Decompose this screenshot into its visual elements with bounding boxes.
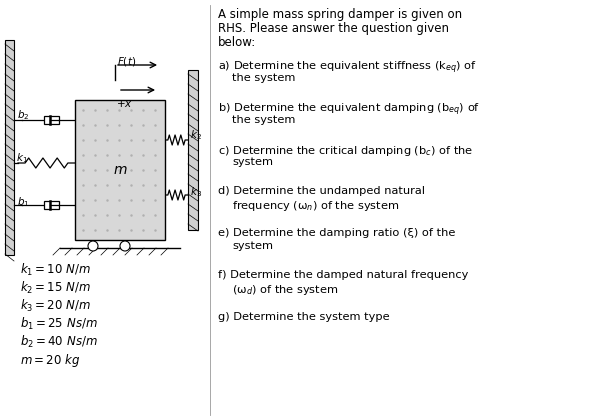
Text: system: system xyxy=(232,241,273,251)
Text: d) Determine the undamped natural: d) Determine the undamped natural xyxy=(218,186,425,196)
Bar xyxy=(75,100,165,240)
Text: $k_3 = 20\ N/m$: $k_3 = 20\ N/m$ xyxy=(20,298,91,314)
Text: b) Determine the equivalent damping (b$_{eq}$) of: b) Determine the equivalent damping (b$_… xyxy=(218,102,480,119)
Text: $k_1 = 10\ N/m$: $k_1 = 10\ N/m$ xyxy=(20,262,91,278)
Text: $m = 20\ kg$: $m = 20\ kg$ xyxy=(20,352,80,368)
Text: $+x$: $+x$ xyxy=(116,98,133,109)
Text: system: system xyxy=(232,157,273,167)
Bar xyxy=(5,40,14,255)
Text: (ω$_d$) of the system: (ω$_d$) of the system xyxy=(232,283,338,297)
Text: below:: below: xyxy=(218,36,256,49)
Bar xyxy=(188,70,198,230)
Text: $b_1 = 25\ Ns/m$: $b_1 = 25\ Ns/m$ xyxy=(20,316,97,332)
Text: $F(t)$: $F(t)$ xyxy=(117,55,136,68)
Text: a) Determine the equivalent stiffness (k$_{eq}$) of: a) Determine the equivalent stiffness (k… xyxy=(218,60,477,76)
Text: $k_3$: $k_3$ xyxy=(190,185,202,199)
Text: $b_2$: $b_2$ xyxy=(17,108,29,122)
Text: RHS. Please answer the question given: RHS. Please answer the question given xyxy=(218,22,449,35)
Text: the system: the system xyxy=(232,115,295,125)
Text: e) Determine the damping ratio (ξ) of the: e) Determine the damping ratio (ξ) of th… xyxy=(218,228,455,238)
Text: A simple mass spring damper is given on: A simple mass spring damper is given on xyxy=(218,8,462,21)
Bar xyxy=(44,201,59,209)
Circle shape xyxy=(120,241,130,251)
Text: g) Determine the system type: g) Determine the system type xyxy=(218,312,390,322)
Text: $m$: $m$ xyxy=(113,163,128,177)
Text: f) Determine the damped natural frequency: f) Determine the damped natural frequenc… xyxy=(218,270,468,280)
Text: the system: the system xyxy=(232,73,295,83)
Bar xyxy=(44,116,59,124)
Text: frequency (ω$_n$) of the system: frequency (ω$_n$) of the system xyxy=(232,199,400,213)
Text: $b_1$: $b_1$ xyxy=(17,195,29,209)
Circle shape xyxy=(88,241,98,251)
Text: $k_1$: $k_1$ xyxy=(16,151,28,165)
Text: c) Determine the critical damping (b$_c$) of the: c) Determine the critical damping (b$_c$… xyxy=(218,144,473,158)
Text: $k_2$: $k_2$ xyxy=(190,128,202,142)
Text: $k_2 = 15\ N/m$: $k_2 = 15\ N/m$ xyxy=(20,280,91,296)
Text: $b_2 = 40\ Ns/m$: $b_2 = 40\ Ns/m$ xyxy=(20,334,97,350)
